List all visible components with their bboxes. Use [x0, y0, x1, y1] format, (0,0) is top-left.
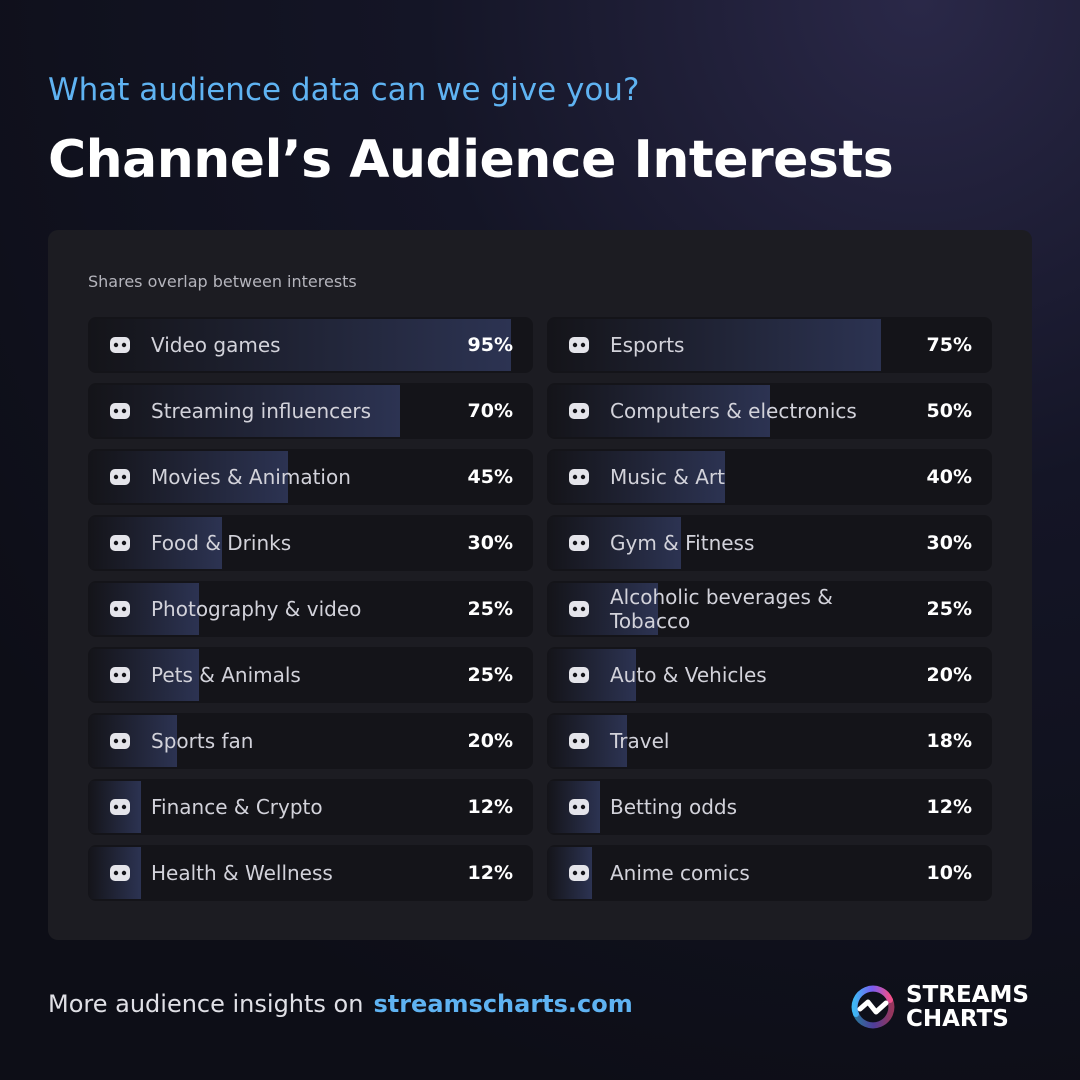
category-label: Computers & electronics: [610, 399, 857, 423]
bar: [88, 319, 511, 371]
icon: [110, 865, 130, 881]
icon: [110, 667, 130, 683]
category-label: Pets & Animals: [151, 663, 301, 687]
logo-icon: [851, 985, 895, 1029]
icon: [569, 865, 589, 881]
icon: [110, 337, 130, 353]
value-label: 45%: [467, 466, 513, 488]
interest-row: Computers & electronics 50%: [547, 383, 992, 439]
value-label: 25%: [926, 598, 972, 620]
icon: [110, 799, 130, 815]
value-label: 95%: [467, 334, 513, 356]
value-label: 18%: [926, 730, 972, 752]
value-label: 30%: [467, 532, 513, 554]
value-label: 10%: [926, 862, 972, 884]
icon: [569, 733, 589, 749]
icon: [569, 535, 589, 551]
value-label: 20%: [467, 730, 513, 752]
logo-line: STREAMS: [906, 982, 1029, 1008]
interest-row: Esports 75%: [547, 317, 992, 373]
interest-row: Photography & video 25%: [88, 581, 533, 637]
category-label: Travel: [610, 729, 670, 753]
bar: [547, 319, 881, 371]
icon: [569, 337, 589, 353]
value-label: 70%: [467, 400, 513, 422]
category-label: Esports: [610, 333, 685, 357]
bar: [547, 649, 636, 701]
icon: [569, 667, 589, 683]
footer: More audience insights on streamscharts.c…: [48, 990, 633, 1018]
category-label: Alcoholic beverages & Tobacco: [610, 585, 833, 633]
logo: STREAMS CHARTS: [848, 982, 1029, 1032]
value-label: 40%: [926, 466, 972, 488]
value-label: 25%: [467, 598, 513, 620]
kicker: What audience data can we give you?: [48, 72, 640, 108]
value-label: 75%: [926, 334, 972, 356]
value-label: 12%: [467, 796, 513, 818]
interest-row: Finance & Crypto 12%: [88, 779, 533, 835]
value-label: 12%: [926, 796, 972, 818]
bar: [88, 583, 200, 635]
value-label: 25%: [467, 664, 513, 686]
category-label: Music & Art: [610, 465, 725, 489]
icon: [110, 733, 130, 749]
icon: [110, 469, 130, 485]
icon: [110, 535, 130, 551]
bar: [547, 583, 659, 635]
category-label: Food & Drinks: [151, 531, 292, 555]
icon: [569, 799, 589, 815]
logo-text: STREAMS CHARTS: [906, 983, 1029, 1031]
logo-line: CHARTS: [906, 1006, 1009, 1032]
category-label: Finance & Crypto: [151, 795, 323, 819]
interest-row: Auto & Vehicles 20%: [547, 647, 992, 703]
footer-link[interactable]: streamscharts.com: [373, 990, 633, 1018]
interest-row: Health & Wellness 12%: [88, 845, 533, 901]
interest-row: Movies & Animation 45%: [88, 449, 533, 505]
category-label: Anime comics: [610, 861, 750, 885]
value-label: 12%: [467, 862, 513, 884]
interest-row: Travel 18%: [547, 713, 992, 769]
interest-row: Gym & Fitness 30%: [547, 515, 992, 571]
value-label: 30%: [926, 532, 972, 554]
icon: [569, 469, 589, 485]
interest-row: Streaming influencers 70%: [88, 383, 533, 439]
interest-row: Music & Art 40%: [547, 449, 992, 505]
value-label: 50%: [926, 400, 972, 422]
category-label: Video games: [151, 333, 281, 357]
chart-subtitle: Shares overlap between interests: [88, 272, 357, 291]
icon: [110, 601, 130, 617]
bar: [88, 715, 177, 767]
icon: [569, 403, 589, 419]
interest-row: Sports fan 20%: [88, 713, 533, 769]
footer-text: More audience insights on: [48, 990, 364, 1018]
category-label: Betting odds: [610, 795, 738, 819]
category-label: Streaming influencers: [151, 399, 372, 423]
category-label: Photography & video: [151, 597, 362, 621]
category-label: Sports fan: [151, 729, 254, 753]
icon: [110, 403, 130, 419]
category-label: Movies & Animation: [151, 465, 351, 489]
value-label: 20%: [926, 664, 972, 686]
bar: [88, 649, 200, 701]
interest-row: Betting odds 12%: [547, 779, 992, 835]
interest-row: Alcoholic beverages & Tobacco 25%: [547, 581, 992, 637]
bar: [88, 385, 400, 437]
title: Channel’s Audience Interests: [48, 130, 894, 190]
interest-row: Video games 95%: [88, 317, 533, 373]
category-label: Gym & Fitness: [610, 531, 755, 555]
interest-row: Anime comics 10%: [547, 845, 992, 901]
category-label: Auto & Vehicles: [610, 663, 767, 687]
interest-row: Pets & Animals 25%: [88, 647, 533, 703]
category-label: Health & Wellness: [151, 861, 333, 885]
icon: [569, 601, 589, 617]
interest-row: Food & Drinks 30%: [88, 515, 533, 571]
